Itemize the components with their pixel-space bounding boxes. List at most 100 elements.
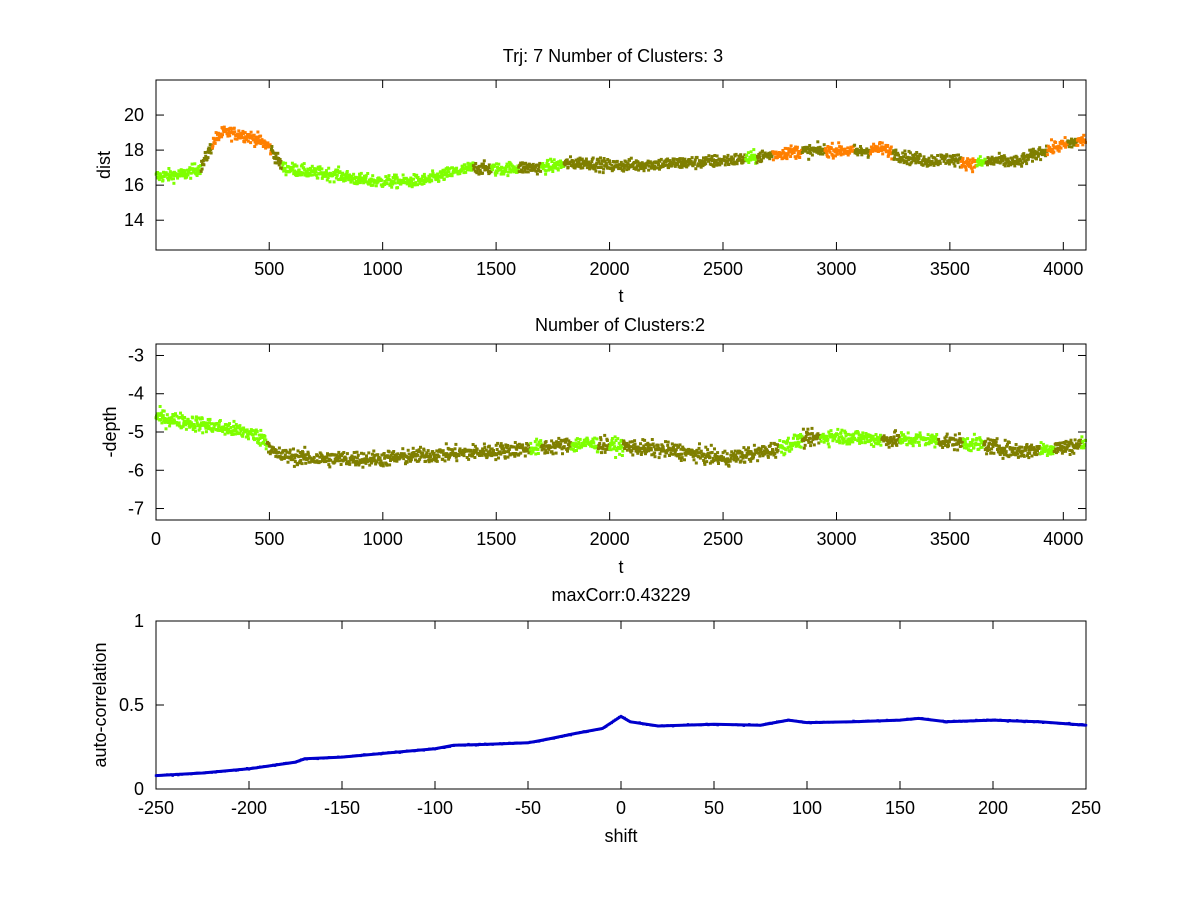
data-point — [713, 452, 717, 456]
data-point — [827, 430, 831, 434]
data-point — [535, 437, 539, 441]
data-point — [769, 151, 773, 155]
data-point — [256, 136, 260, 140]
data-point — [502, 451, 506, 454]
data-point — [246, 432, 250, 436]
data-point — [262, 765, 266, 768]
data-point — [352, 172, 356, 176]
data-point — [921, 717, 924, 720]
data-point — [670, 163, 674, 167]
data-point — [972, 446, 976, 450]
data-point — [160, 416, 164, 420]
data-point — [577, 442, 581, 446]
data-point — [678, 443, 682, 447]
data-point — [694, 723, 697, 727]
data-point — [191, 416, 195, 420]
data-point — [1035, 157, 1038, 161]
data-point — [413, 749, 416, 753]
data-point — [200, 417, 204, 421]
data-point — [168, 417, 172, 421]
data-point — [267, 450, 270, 454]
data-point — [1003, 719, 1006, 722]
data-point — [420, 177, 424, 181]
data-point — [956, 448, 960, 452]
data-point — [804, 149, 808, 153]
data-point — [301, 758, 305, 761]
data-point — [856, 439, 860, 443]
data-point — [649, 161, 653, 165]
data-point — [634, 445, 638, 449]
data-point — [458, 743, 461, 747]
data-point — [530, 740, 533, 744]
data-point — [683, 157, 687, 161]
data-point — [241, 129, 245, 133]
data-point — [760, 451, 764, 454]
data-point — [999, 718, 1002, 722]
data-point — [417, 748, 420, 751]
data-point — [1063, 447, 1067, 450]
data-point — [225, 769, 228, 773]
data-point — [610, 439, 614, 443]
data-point — [849, 440, 853, 444]
x-tick-label: 1500 — [476, 529, 516, 549]
data-point — [237, 129, 241, 133]
data-point — [647, 723, 651, 726]
data-point — [796, 720, 799, 723]
data-point — [218, 419, 222, 422]
data-point — [665, 163, 669, 167]
data-point — [752, 443, 756, 447]
data-point — [517, 165, 521, 169]
data-point — [213, 141, 217, 145]
data-point — [577, 159, 581, 163]
data-point — [1051, 448, 1055, 452]
data-point — [476, 167, 480, 171]
data-point — [992, 162, 996, 166]
data-point — [848, 720, 851, 724]
data-point — [874, 438, 878, 441]
data-point — [475, 447, 479, 451]
data-point — [501, 444, 505, 448]
data-point — [550, 450, 554, 454]
data-point — [544, 169, 548, 173]
y-tick-label: 14 — [124, 210, 144, 230]
data-point — [959, 156, 963, 160]
data-point — [372, 456, 376, 460]
data-point — [454, 744, 457, 747]
data-point — [857, 720, 861, 724]
data-point — [710, 723, 714, 726]
data-point — [603, 433, 607, 437]
data-point — [726, 153, 730, 157]
data-point — [480, 743, 483, 746]
data-point — [1066, 440, 1070, 444]
data-point — [426, 748, 429, 751]
data-point — [355, 456, 359, 460]
data-point — [708, 461, 712, 465]
data-point — [192, 772, 195, 775]
data-point — [997, 446, 1001, 450]
data-point — [591, 156, 595, 160]
data-point — [399, 452, 403, 456]
data-point — [937, 437, 941, 441]
data-point — [481, 171, 484, 175]
data-point — [622, 169, 626, 173]
data-point — [934, 719, 937, 722]
data-point — [536, 448, 540, 451]
data-point — [590, 445, 594, 449]
data-point — [716, 163, 720, 167]
data-point — [798, 436, 802, 440]
data-point — [1038, 720, 1041, 724]
data-point — [745, 153, 749, 157]
data-point — [726, 159, 729, 163]
data-point — [986, 449, 990, 452]
data-point — [495, 448, 499, 451]
data-point — [622, 166, 626, 170]
data-point — [1050, 138, 1053, 142]
data-point — [161, 178, 165, 182]
data-point — [585, 440, 588, 444]
data-point — [358, 172, 361, 176]
data-point — [1050, 445, 1053, 449]
data-point — [348, 755, 351, 758]
data-point — [834, 154, 837, 158]
data-point — [877, 149, 881, 153]
